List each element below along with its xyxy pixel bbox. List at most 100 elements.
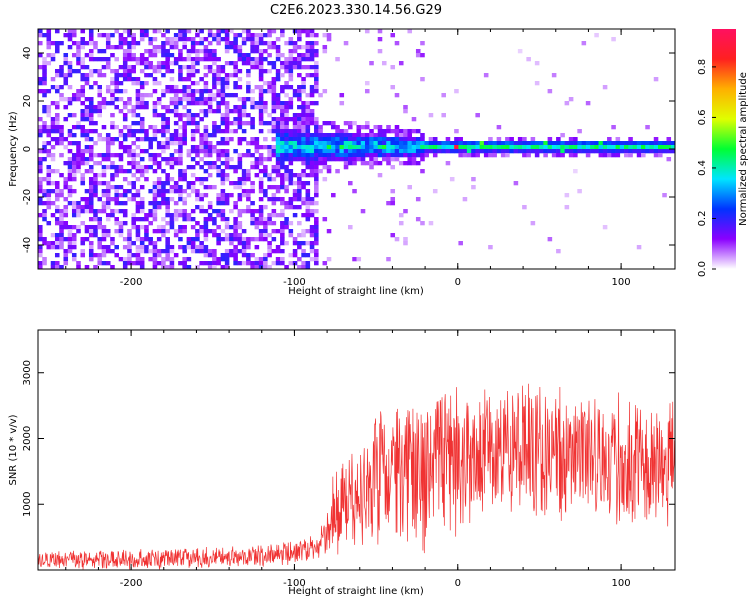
heatmap-cell	[178, 73, 183, 78]
heatmap-cell	[343, 129, 349, 134]
heatmap-cell	[407, 133, 413, 138]
heatmap-cell	[173, 105, 179, 110]
heatmap-cell	[63, 205, 69, 210]
heatmap-cell	[297, 265, 302, 269]
heatmap-cell	[186, 237, 192, 242]
heatmap-cell	[611, 125, 616, 130]
heatmap-cell	[93, 213, 98, 218]
heatmap-cell	[258, 145, 264, 150]
heatmap-cell	[76, 61, 81, 66]
heatmap-cell	[42, 69, 47, 74]
heatmap-cell	[360, 137, 366, 142]
heatmap-cell	[207, 41, 213, 46]
heatmap-cell	[258, 261, 264, 266]
heatmap-cell	[581, 41, 587, 46]
heatmap-cell	[42, 261, 47, 266]
heatmap-cell	[63, 145, 69, 150]
colorbar-tick-label: 0.6	[697, 109, 708, 125]
heatmap-cell	[309, 33, 315, 38]
heatmap-cell	[135, 77, 141, 82]
heatmap-cell	[628, 141, 633, 146]
heatmap-cell	[139, 85, 145, 90]
heatmap-cell	[233, 129, 238, 134]
heatmap-cell	[263, 257, 268, 262]
heatmap-cell	[173, 109, 179, 114]
heatmap-cell	[182, 189, 187, 194]
heatmap-cell	[309, 101, 315, 106]
heatmap-cell	[76, 141, 81, 146]
heatmap-cell	[84, 209, 90, 214]
heatmap-cell	[241, 57, 247, 62]
heatmap-cell	[275, 153, 281, 158]
heatmap-cell	[110, 249, 115, 254]
heatmap-cell	[46, 221, 52, 226]
heatmap-cell	[135, 93, 141, 98]
heatmap-cell	[144, 213, 149, 218]
heatmap-cell	[500, 141, 506, 146]
heatmap-cell	[258, 205, 264, 210]
heatmap-cell	[178, 29, 183, 34]
heatmap-cell	[71, 53, 77, 58]
heatmap-cell	[93, 253, 98, 258]
heatmap-cell	[84, 73, 90, 78]
heatmap-cell	[122, 133, 128, 138]
heatmap-cell	[641, 153, 646, 158]
heatmap-cell	[152, 189, 158, 194]
heatmap-cell	[271, 117, 277, 122]
heatmap-cell	[173, 97, 179, 102]
heatmap-cell	[220, 257, 226, 262]
heatmap-cell	[63, 81, 69, 86]
heatmap-cell	[76, 125, 81, 130]
heatmap-cell	[122, 189, 128, 194]
heatmap-cell	[229, 181, 234, 186]
heatmap-cell	[381, 61, 387, 66]
heatmap-cell	[254, 105, 260, 110]
heatmap-cell	[420, 137, 425, 142]
heatmap-cell	[611, 145, 616, 150]
heatmap-cell	[173, 137, 179, 142]
heatmap-cell	[139, 249, 145, 254]
heatmap-cell	[462, 149, 468, 154]
heatmap-cell	[97, 33, 102, 38]
heatmap-cell	[54, 125, 60, 130]
heatmap-cell	[263, 49, 268, 54]
heatmap-cell	[271, 197, 277, 202]
heatmap-cell	[190, 133, 196, 138]
heatmap-cell	[207, 249, 213, 254]
heatmap-cell	[80, 113, 86, 118]
heatmap-cell	[233, 217, 238, 222]
heatmap-cell	[84, 161, 90, 166]
heatmap-cell	[466, 149, 472, 154]
heatmap-cell	[190, 245, 196, 250]
heatmap-cell	[377, 29, 383, 34]
heatmap-cell	[288, 117, 294, 122]
heatmap-cell	[71, 241, 77, 246]
heatmap-cell	[483, 145, 489, 150]
heatmap-cell	[148, 201, 153, 206]
heatmap-cell	[581, 145, 587, 150]
heatmap-cell	[662, 193, 667, 198]
heatmap-cell	[71, 177, 77, 182]
heatmap-cell	[297, 133, 302, 138]
heatmap-cell	[54, 265, 60, 269]
heatmap-cell	[114, 105, 119, 110]
heatmap-cell	[280, 105, 285, 110]
heatmap-cell	[369, 129, 374, 134]
heatmap-cell	[254, 157, 260, 162]
heatmap-cell	[649, 149, 655, 154]
heatmap-cell	[556, 153, 561, 158]
heatmap-cell	[301, 229, 306, 234]
heatmap-cell	[76, 121, 81, 126]
heatmap-cell	[127, 73, 132, 78]
heatmap-cell	[309, 145, 315, 150]
heatmap-cell	[373, 125, 379, 130]
heatmap-cell	[645, 145, 650, 150]
heatmap-cell	[135, 253, 141, 258]
heatmap-cell	[212, 261, 217, 266]
heatmap-cell	[139, 257, 145, 262]
heatmap-cell	[441, 93, 446, 98]
heatmap-cell	[165, 181, 170, 186]
heatmap-cell	[420, 157, 425, 162]
heatmap-cell	[246, 209, 251, 214]
heatmap-cell	[258, 185, 264, 190]
